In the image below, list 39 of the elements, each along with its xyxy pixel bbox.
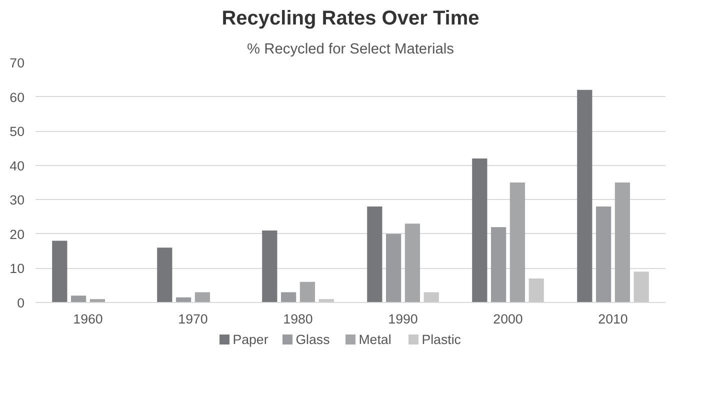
bar: [70, 296, 86, 302]
bar: [157, 248, 172, 302]
bar: [404, 224, 420, 302]
bar: [490, 227, 506, 302]
bar: [367, 206, 382, 302]
bar: [510, 182, 526, 302]
bar: [577, 90, 592, 302]
bar: [194, 292, 210, 302]
bar: [386, 234, 402, 302]
y-tick-label: 60: [10, 90, 25, 105]
bar: [634, 272, 649, 302]
bar: [528, 278, 544, 302]
y-tick-label: 40: [10, 158, 25, 174]
bar: [52, 240, 68, 302]
y-tick-label: 70: [10, 56, 25, 70]
x-tick-label: 1990: [388, 312, 418, 326]
legend-label: Metal: [358, 332, 392, 347]
y-tick-label: 50: [10, 124, 25, 140]
bar: [472, 158, 488, 302]
legend-label: Glass: [296, 332, 330, 347]
legend-label: Paper: [232, 332, 269, 347]
bar: [614, 182, 630, 302]
bar: [262, 230, 278, 302]
x-tick-label: 1980: [283, 312, 313, 326]
legend-label: Plastic: [422, 332, 462, 347]
y-tick-label: 20: [10, 226, 25, 242]
chart-title: Recycling Rates Over Time: [222, 8, 480, 30]
x-tick-label: 2000: [493, 312, 523, 326]
bar: [300, 282, 316, 302]
y-tick-label: 30: [10, 192, 25, 208]
chart-subtitle: % Recycled for Select Materials: [247, 42, 454, 58]
x-tick-label: 2010: [598, 312, 628, 326]
bar: [280, 292, 296, 302]
y-tick-label: 0: [17, 296, 25, 310]
bar: [596, 206, 612, 302]
x-tick-label: 1970: [178, 312, 208, 326]
y-tick-label: 10: [10, 261, 25, 276]
bar: [424, 292, 439, 302]
x-tick-label: 1960: [73, 312, 103, 326]
